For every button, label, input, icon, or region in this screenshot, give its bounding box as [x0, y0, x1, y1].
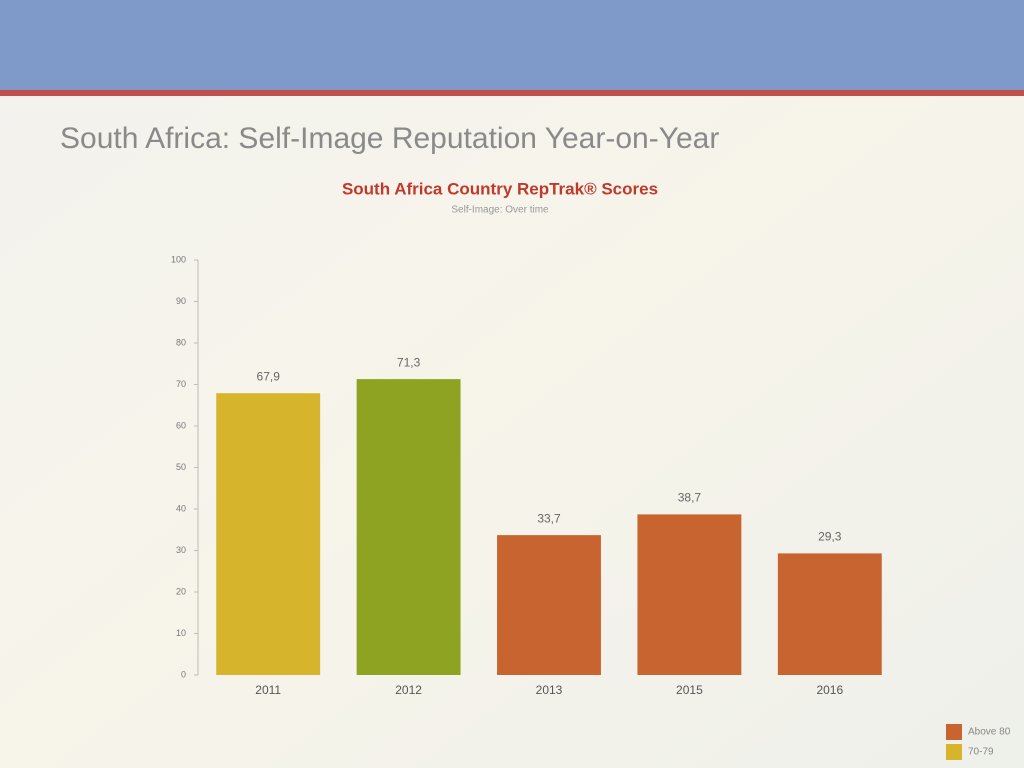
- chart-subtitle: Self-Image: Over time: [451, 205, 549, 216]
- bar: [216, 393, 321, 675]
- bar: [356, 379, 461, 675]
- bar: [497, 535, 601, 675]
- header-band: [0, 0, 1024, 90]
- x-tick-label: 2015: [676, 683, 703, 697]
- slide-title: South Africa: Self-Image Reputation Year…: [60, 122, 719, 155]
- bar: [777, 553, 882, 675]
- x-tick-label: 2011: [255, 683, 281, 697]
- legend-label: 70-79: [968, 747, 994, 758]
- y-tick-label: 0: [181, 669, 186, 679]
- y-tick-label: 30: [176, 545, 186, 555]
- header-rule: [0, 90, 1024, 96]
- value-label: 38,7: [678, 491, 702, 505]
- legend-swatch: [946, 744, 962, 760]
- y-tick-label: 90: [176, 296, 186, 306]
- y-tick-label: 80: [176, 337, 186, 347]
- y-tick-label: 100: [171, 254, 186, 264]
- y-tick-label: 10: [176, 628, 186, 638]
- y-tick-label: 40: [176, 503, 186, 513]
- y-tick-label: 50: [176, 462, 186, 472]
- y-tick-label: 70: [176, 379, 186, 389]
- chart-title: South Africa Country RepTrak® Scores: [342, 179, 658, 198]
- x-tick-label: 2012: [395, 683, 422, 697]
- value-label: 29,3: [818, 530, 842, 544]
- x-tick-label: 2013: [536, 683, 563, 697]
- value-label: 71,3: [397, 355, 421, 369]
- y-tick-label: 60: [176, 420, 186, 430]
- value-label: 67,9: [257, 369, 281, 383]
- legend-label: Above 80: [968, 727, 1011, 738]
- x-tick-label: 2016: [816, 683, 843, 697]
- legend-swatch: [946, 724, 962, 740]
- bar: [637, 514, 742, 675]
- y-tick-label: 20: [176, 586, 186, 596]
- value-label: 33,7: [537, 511, 561, 525]
